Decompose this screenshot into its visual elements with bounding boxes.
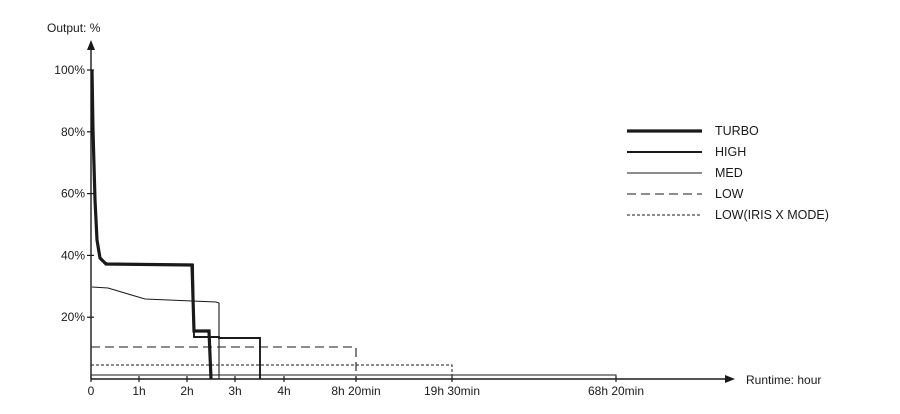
y-tick-label: 60% — [61, 187, 85, 201]
x-tick-label: 2h — [180, 384, 193, 398]
legend-label: LOW — [715, 187, 744, 201]
series-line-high — [91, 71, 261, 379]
x-tick-label: 68h 20min — [588, 384, 644, 398]
y-tick-label: 40% — [61, 248, 85, 262]
x-tick-label: 0 — [88, 384, 95, 398]
x-tick-label: 1h — [132, 384, 145, 398]
series-line-med — [91, 286, 220, 379]
legend-label: LOW(IRIS X MODE) — [715, 208, 829, 222]
x-tick-label: 19h 30min — [424, 384, 480, 398]
series-line-low — [91, 346, 357, 379]
y-tick-label: 80% — [61, 125, 85, 139]
x-tick-label: 3h — [228, 384, 241, 398]
series-layer — [90, 69, 617, 380]
x-tick-label: 8h 20min — [331, 384, 380, 398]
legend-label: MED — [715, 166, 743, 180]
axes-layer: Output: % Runtime: hour 20% 40% 60% 80% 100% 0 1… — [47, 21, 821, 398]
x-tick-label: 4h — [277, 384, 290, 398]
y-tick-label: 100% — [54, 63, 85, 77]
y-tick-label: 20% — [61, 310, 85, 324]
series-line-low-iris-x-mode — [91, 364, 453, 379]
legend-label: HIGH — [715, 145, 746, 159]
x-axis-arrow — [725, 375, 735, 383]
legend-label: TURBO — [715, 124, 759, 138]
legend-layer: TURBO HIGH MED LOW LOW(IRIS X MODE) — [627, 124, 829, 222]
y-axis-title: Output: % — [47, 21, 101, 35]
x-axis-title: Runtime: hour — [746, 373, 821, 387]
y-axis-arrow — [87, 40, 95, 50]
